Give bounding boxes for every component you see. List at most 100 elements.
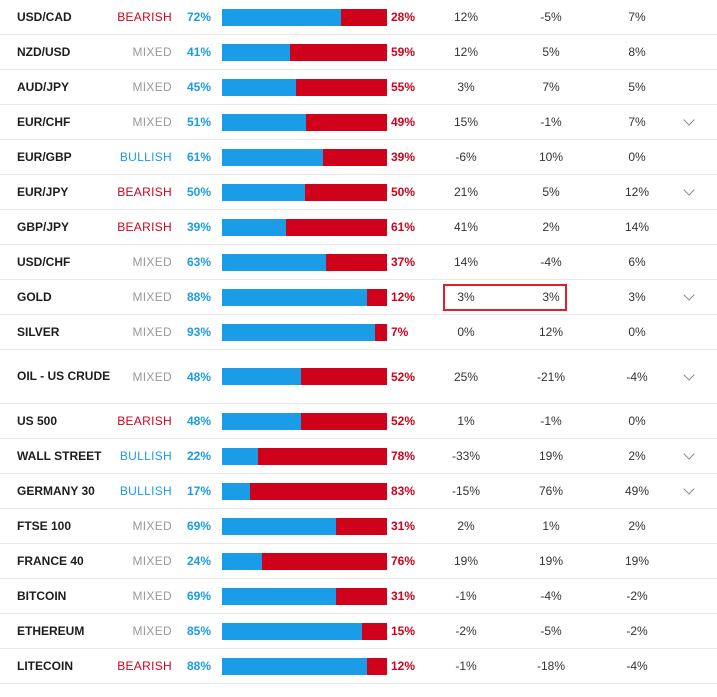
instrument-name[interactable]: BITCOIN xyxy=(17,588,67,603)
expand-button[interactable] xyxy=(680,105,698,139)
sentiment-bar-long-fill xyxy=(222,622,363,640)
change-longs: -1% xyxy=(455,659,477,673)
expand-button[interactable] xyxy=(680,350,698,403)
sentiment-bar xyxy=(222,78,387,96)
table-row[interactable]: OIL - US CRUDE MIXED 48% 52% 25% -21% -4… xyxy=(0,350,717,404)
sentiment-bar xyxy=(222,288,387,306)
instrument-name[interactable]: LITECOIN xyxy=(17,658,73,673)
change-longs: 3% xyxy=(457,80,475,94)
table-row[interactable]: USD/CAD BEARISH 72% 28% 12% -5% 7% xyxy=(0,0,717,35)
table-row[interactable]: GBP/JPY BEARISH 39% 61% 41% 2% 14% xyxy=(0,210,717,245)
change-longs: 25% xyxy=(453,369,479,384)
change-longs: -1% xyxy=(455,589,477,603)
table-row[interactable]: ETHEREUM MIXED 85% 15% -2% -5% -2% xyxy=(0,614,717,649)
net-long-percent: 45% xyxy=(186,80,211,94)
change-oi: 2% xyxy=(628,449,646,463)
instrument-name[interactable]: WALL STREET xyxy=(17,448,102,463)
trading-bias: MIXED xyxy=(132,45,172,59)
change-longs: 1% xyxy=(457,414,475,428)
sentiment-bar-cell xyxy=(222,245,387,279)
net-long-percent: 88% xyxy=(186,290,211,304)
table-row[interactable]: EUR/CHF MIXED 51% 49% 15% -1% 7% xyxy=(0,105,717,140)
instrument-name[interactable]: USD/CAD xyxy=(17,9,72,24)
change-shorts: 76% xyxy=(538,484,564,498)
net-short-percent: 61% xyxy=(391,220,416,234)
instrument-name[interactable]: OIL - US CRUDE xyxy=(17,369,111,383)
net-short-percent: 49% xyxy=(391,115,416,129)
instrument-name[interactable]: FRANCE 40 xyxy=(17,553,84,568)
table-row[interactable]: LITECOIN BEARISH 88% 12% -1% -18% -4% xyxy=(0,649,717,684)
change-oi: 49% xyxy=(624,484,650,498)
change-longs: -33% xyxy=(451,449,480,463)
sentiment-bar-long-fill xyxy=(222,78,297,96)
sentiment-bar-cell xyxy=(222,649,387,683)
table-row[interactable]: FRANCE 40 MIXED 24% 76% 19% 19% 19% xyxy=(0,544,717,579)
chevron-down-icon xyxy=(683,448,695,460)
change-shorts: -1% xyxy=(540,115,562,129)
change-shorts: 1% xyxy=(542,519,560,533)
instrument-name[interactable]: NZD/USD xyxy=(17,44,71,59)
table-row[interactable]: US 500 BEARISH 48% 52% 1% -1% 0% xyxy=(0,404,717,439)
sentiment-bar-long-fill xyxy=(222,43,290,61)
sentiment-bar-long-fill xyxy=(222,183,305,201)
instrument-name[interactable]: GBP/JPY xyxy=(17,219,70,234)
table-row[interactable]: BITCOIN MIXED 69% 31% -1% -4% -2% xyxy=(0,579,717,614)
instrument-name[interactable]: ETHEREUM xyxy=(17,623,85,638)
table-row[interactable]: USD/CHF MIXED 63% 37% 14% -4% 6% xyxy=(0,245,717,280)
trading-bias: BULLISH xyxy=(119,484,172,498)
sentiment-bar-long-fill xyxy=(222,552,262,570)
instrument-name[interactable]: GERMANY 30 xyxy=(17,483,95,498)
expand-button[interactable] xyxy=(680,175,698,209)
change-oi: 5% xyxy=(628,80,646,94)
sentiment-bar-cell xyxy=(222,210,387,244)
net-long-percent: 24% xyxy=(186,554,211,568)
trading-bias: MIXED xyxy=(132,589,172,603)
table-row[interactable]: NZD/USD MIXED 41% 59% 12% 5% 8% xyxy=(0,35,717,70)
table-row[interactable]: EUR/JPY BEARISH 50% 50% 21% 5% 12% xyxy=(0,175,717,210)
sentiment-bar xyxy=(222,253,387,271)
instrument-name[interactable]: AUD/JPY xyxy=(17,79,70,94)
net-short-percent: 39% xyxy=(391,150,416,164)
trading-bias: BEARISH xyxy=(117,10,172,24)
table-row[interactable]: GOLD MIXED 88% 12% 3% 3% 3% xyxy=(0,280,717,315)
sentiment-bar-long-fill xyxy=(222,113,307,131)
net-long-percent: 85% xyxy=(186,624,211,638)
table-row[interactable]: SILVER MIXED 93% 7% 0% 12% 0% xyxy=(0,315,717,350)
table-row[interactable]: FTSE 100 MIXED 69% 31% 2% 1% 2% xyxy=(0,509,717,544)
change-oi: 7% xyxy=(628,10,646,24)
instrument-name[interactable]: EUR/JPY xyxy=(17,184,69,199)
table-row[interactable]: GERMANY 30 BULLISH 17% 83% -15% 76% 49% xyxy=(0,474,717,509)
table-row[interactable]: EUR/GBP BULLISH 61% 39% -6% 10% 0% xyxy=(0,140,717,175)
instrument-name[interactable]: FTSE 100 xyxy=(17,518,72,533)
instrument-name[interactable]: EUR/GBP xyxy=(17,149,72,164)
trading-bias: MIXED xyxy=(132,255,172,269)
sentiment-bar-cell xyxy=(222,140,387,174)
instrument-name[interactable]: SILVER xyxy=(17,324,60,339)
expand-button[interactable] xyxy=(680,474,698,508)
change-shorts: 5% xyxy=(542,185,560,199)
change-oi: 0% xyxy=(628,414,646,428)
expand-button[interactable] xyxy=(680,439,698,473)
net-long-percent: 93% xyxy=(186,325,211,339)
instrument-name[interactable]: USD/CHF xyxy=(17,254,71,269)
net-long-percent: 41% xyxy=(186,45,211,59)
sentiment-bar xyxy=(222,43,387,61)
change-shorts: -4% xyxy=(540,255,562,269)
change-shorts: 10% xyxy=(538,150,564,164)
instrument-name[interactable]: EUR/CHF xyxy=(17,114,71,129)
net-long-percent: 22% xyxy=(186,449,211,463)
table-row[interactable]: AUD/JPY MIXED 45% 55% 3% 7% 5% xyxy=(0,70,717,105)
instrument-name[interactable]: US 500 xyxy=(17,413,58,428)
change-shorts: 12% xyxy=(538,325,564,339)
sentiment-bar-long-fill xyxy=(222,253,326,271)
change-longs: 14% xyxy=(453,255,479,269)
sentiment-bar xyxy=(222,113,387,131)
instrument-name[interactable]: GOLD xyxy=(17,289,52,304)
trading-bias: BULLISH xyxy=(119,150,172,164)
change-longs: -2% xyxy=(455,624,477,638)
trading-bias: MIXED xyxy=(132,80,172,94)
sentiment-bar xyxy=(222,218,387,236)
expand-button[interactable] xyxy=(680,280,698,314)
sentiment-bar xyxy=(222,368,387,385)
table-row[interactable]: WALL STREET BULLISH 22% 78% -33% 19% 2% xyxy=(0,439,717,474)
